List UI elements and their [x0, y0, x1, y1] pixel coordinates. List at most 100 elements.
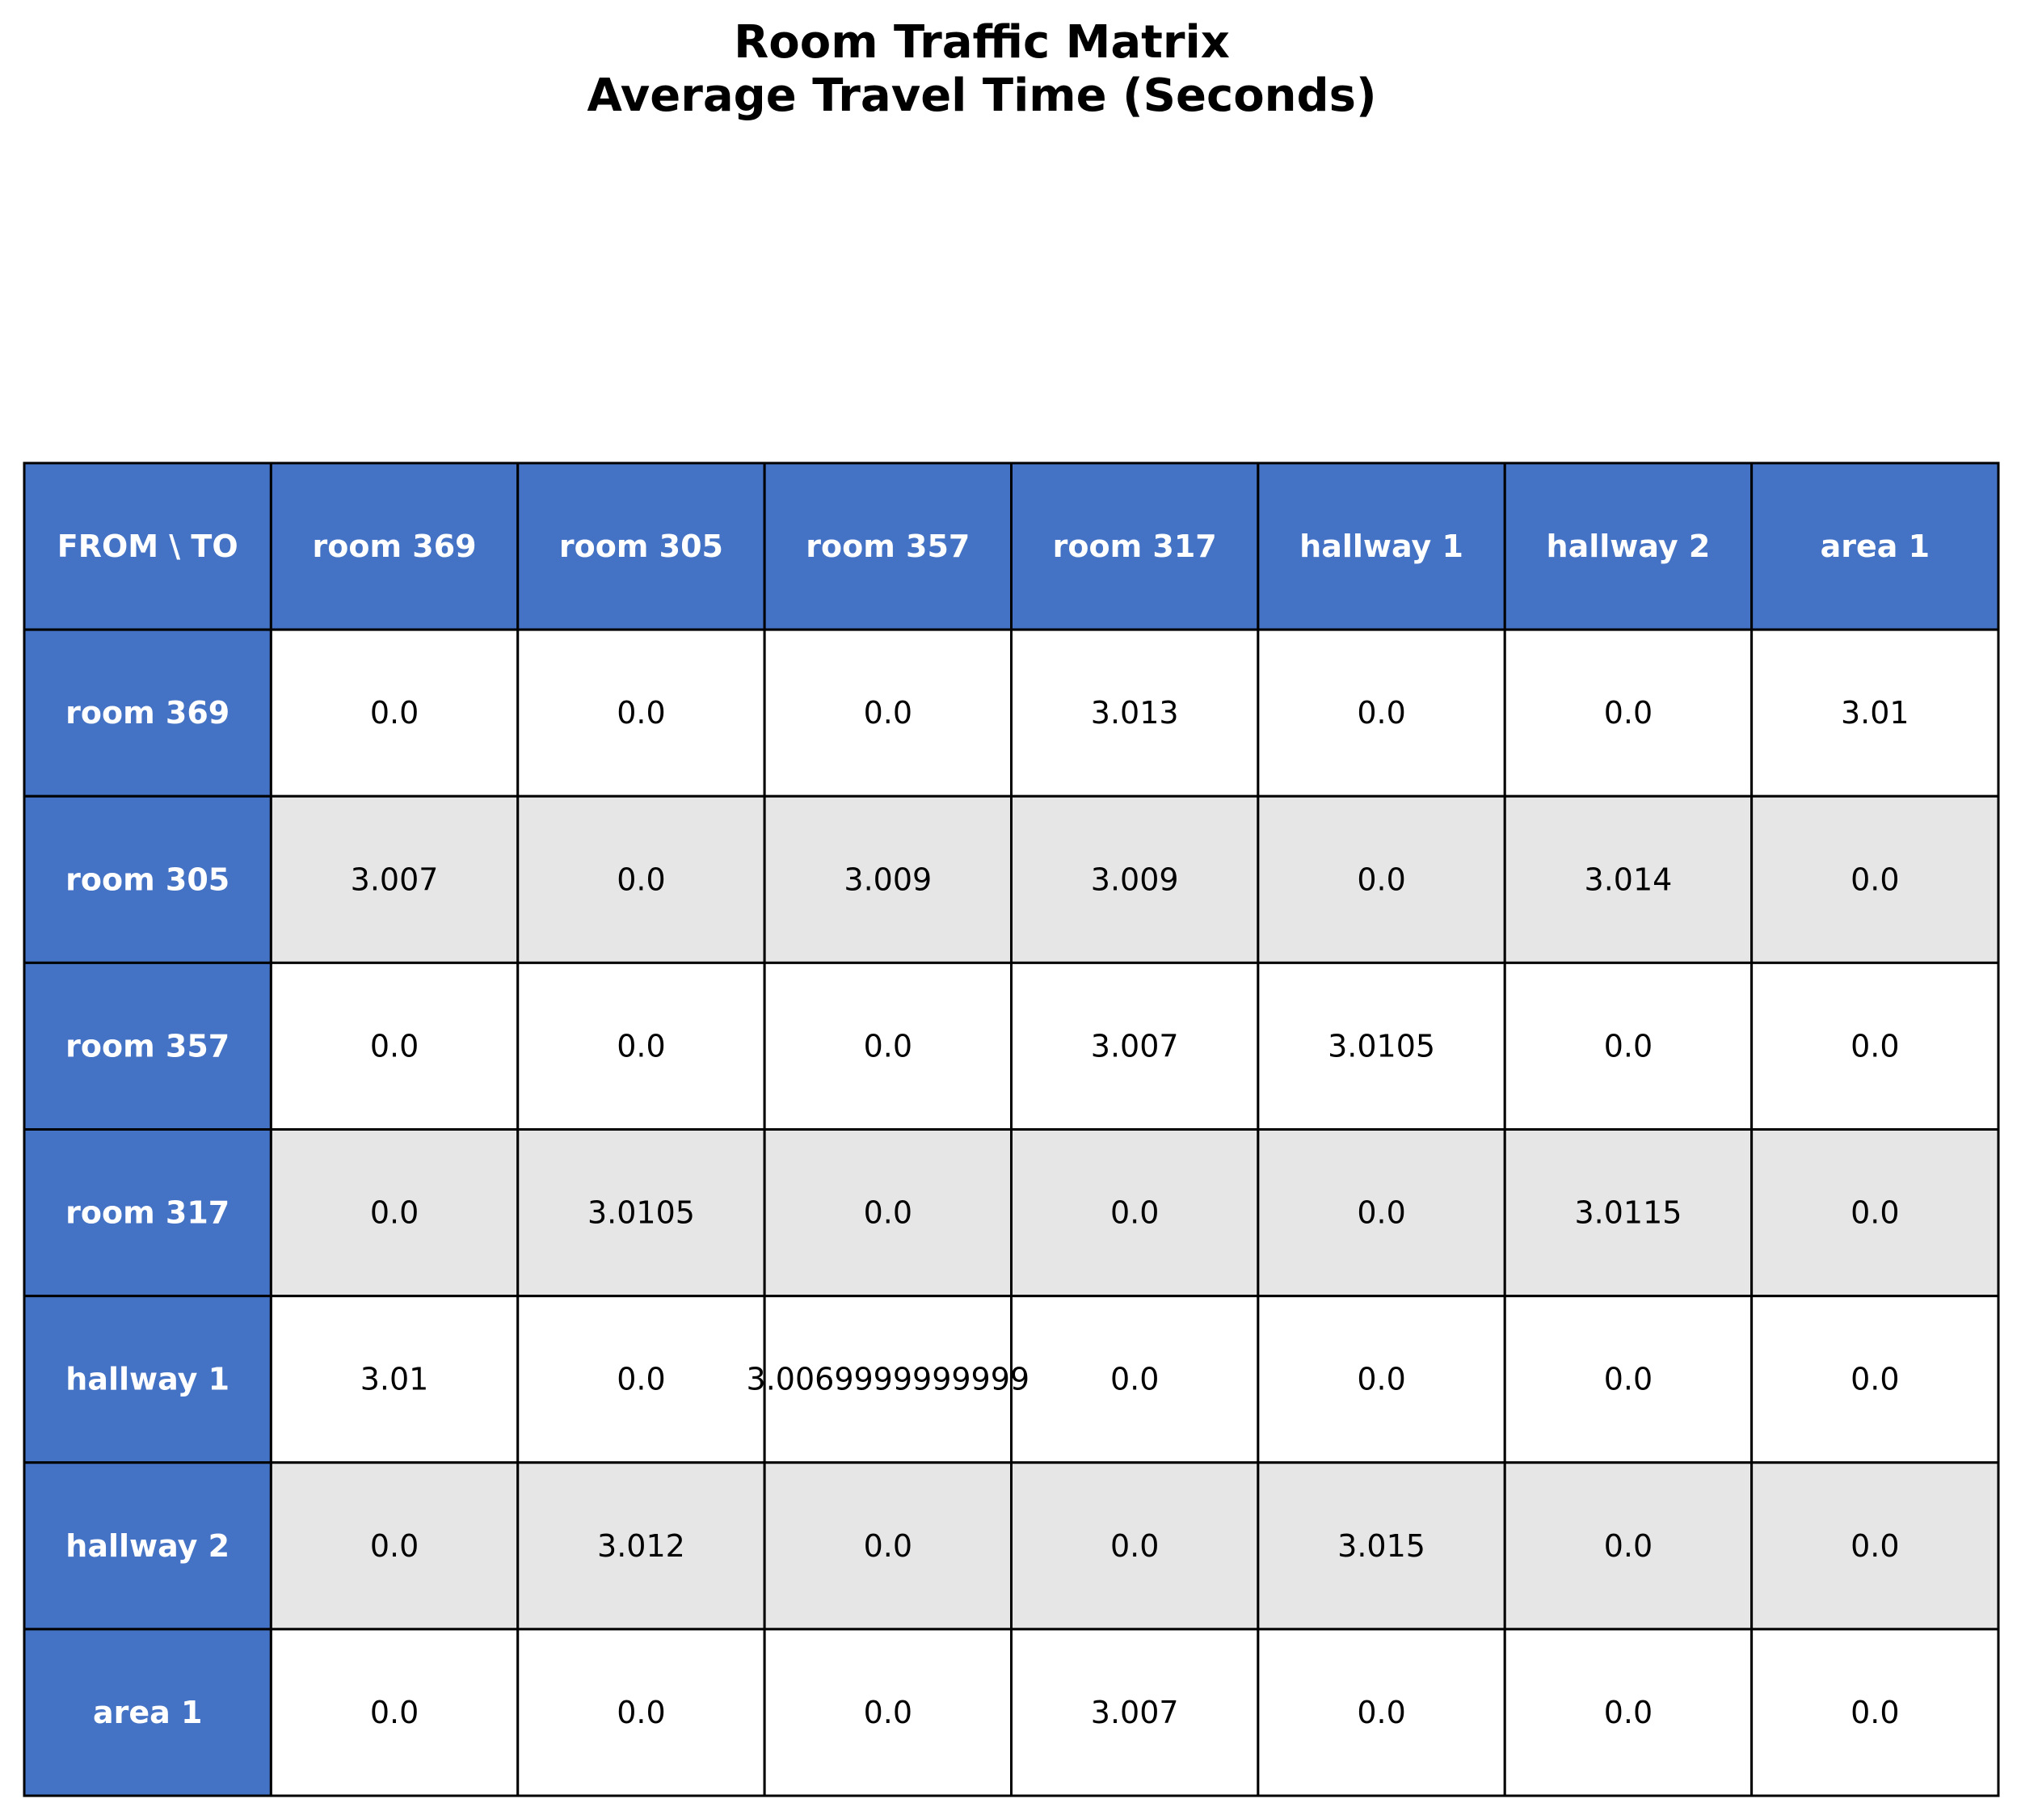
column-header-room-357: room 357 [806, 529, 970, 564]
cell-room-305-to-room-305: 0.0 [617, 862, 665, 897]
cell-hallway-1-to-room-357: 3.0069999999999 [747, 1362, 1030, 1397]
cell-room-305-to-room-317: 3.009 [1091, 862, 1179, 897]
cell-room-369-to-area-1: 3.01 [1841, 695, 1909, 731]
cell-room-357-to-room-369-bg [269, 961, 520, 1131]
cell-hallway-2-to-area-1: 0.0 [1850, 1528, 1899, 1564]
column-header-area-1: area 1 [1821, 529, 1930, 564]
cell-room-317-to-room-305-bg [516, 1128, 766, 1298]
cell-room-357-to-room-357-bg [763, 961, 1013, 1131]
cell-hallway-1-to-room-305: 0.0 [617, 1362, 665, 1397]
cell-hallway-2-to-room-305-bg [516, 1461, 766, 1631]
cell-room-357-to-room-317: 3.007 [1091, 1028, 1179, 1064]
cell-area-1-to-hallway-1-bg [1257, 1628, 1506, 1797]
cell-hallway-2-to-room-357: 0.0 [864, 1528, 912, 1564]
cell-room-357-to-room-305: 0.0 [617, 1028, 665, 1064]
cell-room-317-to-area-1-bg [1750, 1128, 2000, 1298]
cell-room-305-to-hallway-2: 3.014 [1585, 862, 1673, 897]
cell-hallway-2-to-hallway-1-bg [1257, 1461, 1506, 1631]
row-header-hallway-1: hallway 1 [65, 1362, 229, 1397]
cell-hallway-2-to-room-369: 0.0 [370, 1528, 419, 1564]
cell-hallway-2-to-hallway-1: 3.015 [1337, 1528, 1425, 1564]
chart-title: Room Traffic Matrix Average Travel Time … [0, 16, 1964, 123]
cell-hallway-2-to-room-357-bg [763, 1461, 1013, 1631]
cell-room-317-to-hallway-1: 0.0 [1357, 1195, 1405, 1231]
column-header-cell-room-357 [763, 461, 1013, 631]
row-header-room-305: room 305 [65, 862, 229, 897]
cell-hallway-1-to-room-305-bg [516, 1295, 766, 1464]
cell-room-357-to-room-357: 0.0 [864, 1028, 912, 1064]
cell-room-369-to-room-369: 0.0 [370, 695, 419, 731]
cell-area-1-to-area-1: 0.0 [1850, 1695, 1899, 1730]
cell-room-317-to-hallway-2: 3.0115 [1574, 1195, 1682, 1231]
row-header-cell-room-317 [23, 1128, 272, 1298]
cell-room-305-to-room-369-bg [269, 794, 520, 964]
row-header-area-1: area 1 [93, 1695, 202, 1730]
column-header-hallway-2: hallway 2 [1547, 529, 1711, 564]
cell-hallway-2-to-area-1-bg [1750, 1461, 2000, 1631]
cell-area-1-to-room-357: 0.0 [864, 1695, 912, 1730]
cell-room-357-to-hallway-2-bg [1503, 961, 1754, 1131]
cell-area-1-to-room-369-bg [269, 1628, 520, 1797]
cell-room-305-to-hallway-1: 0.0 [1357, 862, 1405, 897]
column-header-cell-hallway-1 [1257, 461, 1506, 631]
cell-room-305-to-room-369: 3.007 [351, 862, 439, 897]
row-header-cell-hallway-2 [23, 1461, 272, 1631]
cell-room-317-to-room-317-bg [1010, 1128, 1260, 1298]
cell-area-1-to-area-1-bg [1750, 1628, 2000, 1797]
chart-title-line-2: Average Travel Time (Seconds) [587, 70, 1377, 122]
column-header-cell-room-317 [1010, 461, 1260, 631]
cell-hallway-2-to-room-317-bg [1010, 1461, 1260, 1631]
cell-room-357-to-area-1-bg [1750, 961, 2000, 1131]
cell-hallway-1-to-hallway-2: 0.0 [1604, 1362, 1653, 1397]
cell-area-1-to-room-369: 0.0 [370, 1695, 419, 1730]
text-layer: FROM \ TO room 369 room 305 room 357 room 31… [57, 529, 1930, 1730]
cell-room-369-to-room-357-bg [763, 628, 1013, 798]
cell-room-357-to-hallway-1-bg [1257, 961, 1506, 1131]
cell-hallway-1-to-room-317-bg [1010, 1295, 1260, 1464]
cell-room-369-to-hallway-2: 0.0 [1604, 695, 1653, 731]
column-header-room-317: room 317 [1053, 529, 1217, 564]
column-header-room-369: room 369 [313, 529, 477, 564]
cells-layer [23, 461, 2000, 1797]
cell-room-305-to-room-357: 3.009 [844, 862, 932, 897]
cell-room-357-to-hallway-1: 3.0105 [1328, 1028, 1435, 1064]
cell-room-317-to-room-305: 3.0105 [587, 1195, 695, 1231]
cell-room-369-to-hallway-1-bg [1257, 628, 1506, 798]
row-header-cell-hallway-1 [23, 1295, 272, 1464]
cell-room-369-to-hallway-1: 0.0 [1357, 695, 1405, 731]
cell-hallway-1-to-room-369-bg [269, 1295, 520, 1464]
column-header-hallway-1: hallway 1 [1299, 529, 1463, 564]
row-header-cell-room-357 [23, 961, 272, 1131]
cell-room-357-to-room-369: 0.0 [370, 1028, 419, 1064]
corner-header-label: FROM \ TO [57, 529, 238, 564]
column-header-cell-area-1 [1750, 461, 2000, 631]
cell-room-357-to-room-305-bg [516, 961, 766, 1131]
cell-room-305-to-area-1-bg [1750, 794, 2000, 964]
row-header-cell-area-1 [23, 1628, 272, 1797]
cell-room-317-to-room-369-bg [269, 1128, 520, 1298]
cell-area-1-to-room-317: 3.007 [1091, 1695, 1179, 1730]
cell-room-369-to-area-1-bg [1750, 628, 2000, 798]
cell-room-317-to-hallway-1-bg [1257, 1128, 1506, 1298]
cell-hallway-1-to-area-1: 0.0 [1850, 1362, 1899, 1397]
row-header-hallway-2: hallway 2 [65, 1528, 229, 1564]
cell-area-1-to-hallway-1: 0.0 [1357, 1695, 1405, 1730]
cell-hallway-2-to-hallway-2-bg [1503, 1461, 1754, 1631]
cell-room-317-to-area-1: 0.0 [1850, 1195, 1899, 1231]
row-header-room-357: room 357 [65, 1028, 229, 1064]
cell-area-1-to-room-317-bg [1010, 1628, 1260, 1797]
cell-area-1-to-room-357-bg [763, 1628, 1013, 1797]
cell-room-357-to-area-1: 0.0 [1850, 1028, 1899, 1064]
cell-room-305-to-area-1: 0.0 [1850, 862, 1899, 897]
row-header-room-369: room 369 [65, 695, 229, 731]
cell-room-317-to-room-357: 0.0 [864, 1195, 912, 1231]
cell-area-1-to-hallway-2: 0.0 [1604, 1695, 1653, 1730]
cell-area-1-to-room-305: 0.0 [617, 1695, 665, 1730]
row-header-cell-room-305 [23, 794, 272, 964]
cell-room-369-to-room-357: 0.0 [864, 695, 912, 731]
row-header-room-317: room 317 [65, 1195, 229, 1231]
cell-hallway-2-to-room-305: 3.012 [597, 1528, 685, 1564]
cell-room-317-to-room-369: 0.0 [370, 1195, 419, 1231]
column-header-cell-hallway-2 [1503, 461, 1754, 631]
